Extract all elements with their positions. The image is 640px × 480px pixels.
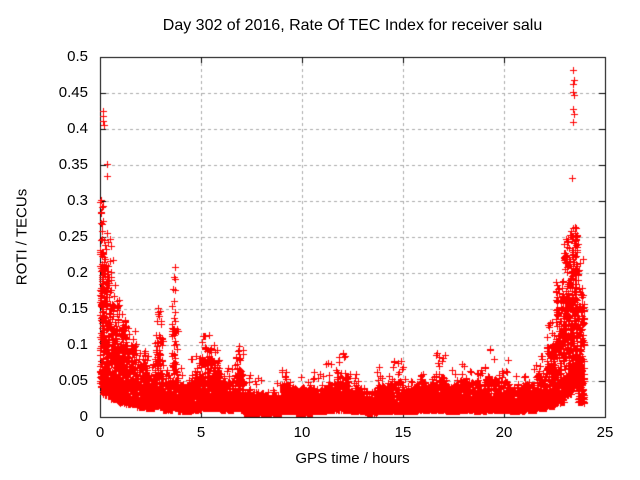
x-axis-label: GPS time / hours: [295, 450, 410, 467]
y-tick-label: 0.1: [67, 336, 88, 353]
y-tick-label: 0: [79, 408, 88, 425]
y-tick-label: 0.3: [67, 192, 88, 209]
y-tick-label: 0.25: [58, 228, 88, 245]
chart-title: Day 302 of 2016, Rate Of TEC Index for r…: [162, 17, 543, 34]
y-tick-label: 0.35: [58, 156, 88, 173]
x-tick-label: 0: [95, 424, 105, 441]
x-tick-label: 10: [293, 424, 311, 441]
y-tick-label: 0.15: [58, 300, 88, 317]
y-tick-label: 0.45: [58, 84, 88, 101]
y-tick-label: 0.5: [67, 48, 88, 65]
y-tick-label: 0.05: [58, 372, 88, 389]
y-tick-label: 0.4: [67, 120, 88, 137]
x-tick-label: 5: [196, 424, 206, 441]
y-tick-label: 0.2: [67, 264, 88, 281]
x-tick-label: 15: [394, 424, 412, 441]
x-tick-label: 20: [495, 424, 513, 441]
x-tick-label: 25: [596, 424, 614, 441]
